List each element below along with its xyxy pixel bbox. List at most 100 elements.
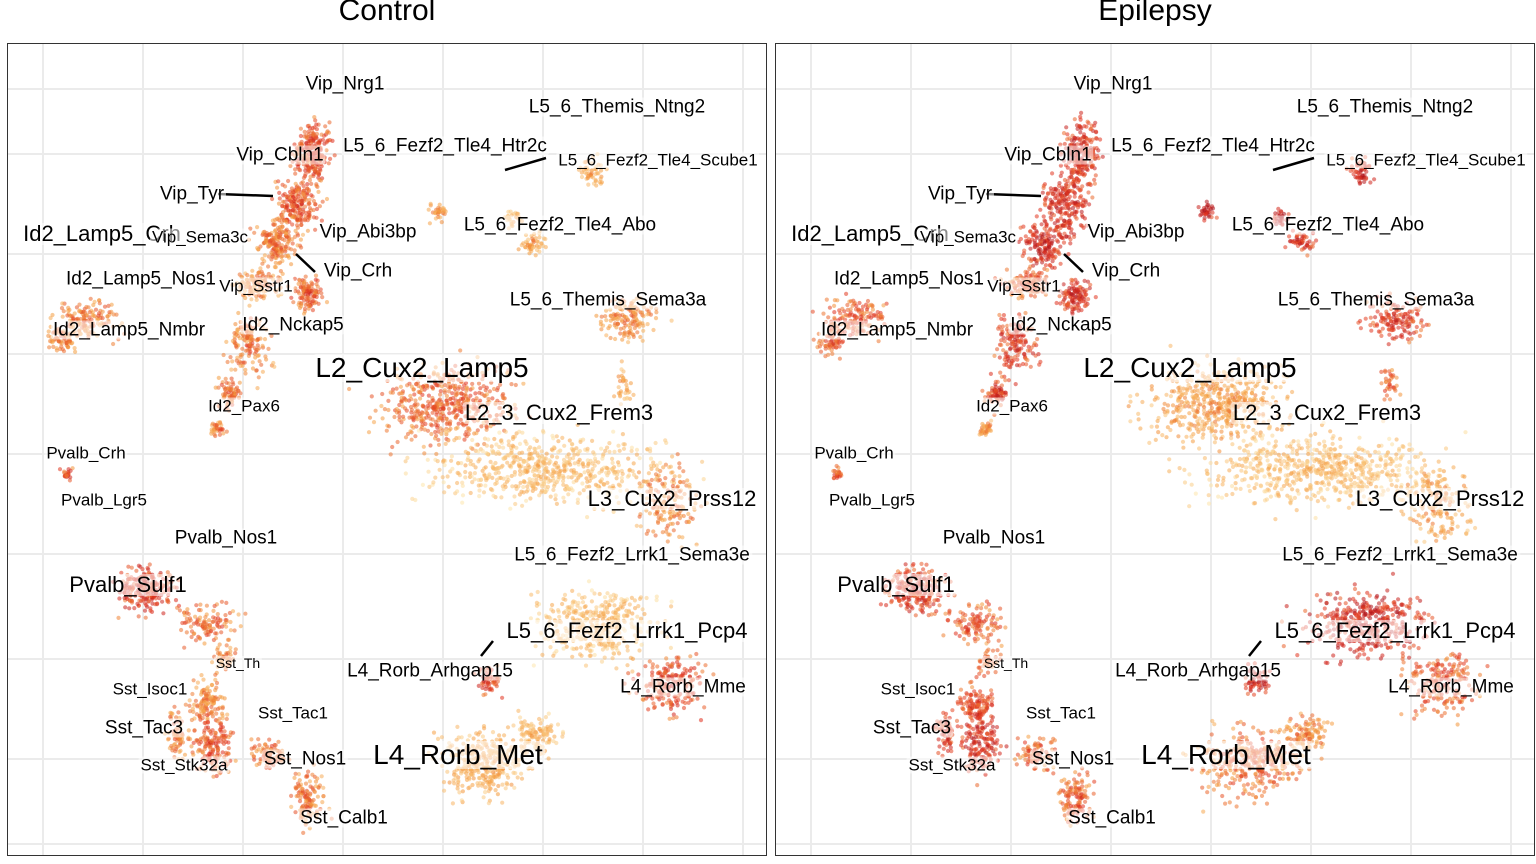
cell-point bbox=[295, 197, 300, 203]
cell-point bbox=[280, 213, 285, 218]
cell-point bbox=[456, 778, 461, 783]
cell-point bbox=[446, 389, 451, 394]
cell-point bbox=[642, 611, 647, 617]
cell-point bbox=[172, 704, 177, 709]
cell-point bbox=[247, 351, 252, 356]
cell-point bbox=[310, 785, 315, 790]
cell-point bbox=[456, 391, 461, 396]
cell-point bbox=[613, 596, 618, 601]
cell-point bbox=[490, 488, 495, 493]
cell-point bbox=[426, 399, 431, 404]
cell-point bbox=[497, 430, 502, 435]
cell-point bbox=[535, 466, 540, 471]
cell-point bbox=[515, 775, 520, 780]
cell-point bbox=[541, 479, 546, 484]
cell-point bbox=[209, 682, 214, 688]
cell-point bbox=[560, 473, 566, 478]
cell-point bbox=[566, 475, 571, 480]
cell-point bbox=[195, 680, 200, 685]
cell-point bbox=[302, 188, 307, 193]
cell-point bbox=[540, 652, 545, 658]
cell-point bbox=[446, 484, 451, 489]
cell-point bbox=[608, 594, 613, 599]
cell-point bbox=[209, 431, 214, 436]
cell-point bbox=[634, 452, 640, 457]
cell-point bbox=[276, 261, 281, 266]
cell-point bbox=[502, 733, 507, 738]
cell-point bbox=[677, 465, 682, 470]
cell-point bbox=[390, 390, 395, 395]
cell-point bbox=[311, 132, 316, 138]
cell-point bbox=[243, 348, 248, 353]
cell-point bbox=[188, 709, 193, 714]
cell-point bbox=[616, 385, 621, 390]
cell-point bbox=[643, 664, 648, 669]
cell-point bbox=[211, 774, 216, 779]
cell-point bbox=[677, 461, 682, 466]
cell-point bbox=[435, 459, 440, 464]
cell-point bbox=[310, 295, 315, 300]
cell-point bbox=[311, 797, 316, 803]
cluster-label: L5_6_Fezf2_Tle4_Abo bbox=[461, 214, 659, 236]
cell-point bbox=[290, 215, 295, 220]
label-leader-line bbox=[480, 640, 494, 657]
cell-point bbox=[500, 695, 505, 700]
cell-point bbox=[305, 295, 310, 300]
cell-point bbox=[229, 376, 234, 381]
cell-point bbox=[585, 446, 590, 451]
cell-point bbox=[562, 463, 567, 468]
cell-point bbox=[188, 624, 194, 629]
cell-point bbox=[201, 677, 206, 682]
cell-point bbox=[635, 330, 640, 335]
cluster-label: Sst_Nos1 bbox=[261, 748, 349, 770]
cell-point bbox=[700, 459, 705, 464]
cell-point bbox=[232, 331, 237, 336]
cell-point bbox=[537, 249, 542, 254]
cell-point bbox=[468, 471, 473, 476]
cell-point bbox=[233, 647, 238, 652]
umap-panel-epilepsy: Vip_Nrg1 Vip_Cbln1 Vip_Tyr Id2_Lamp5_Crh Vip… bbox=[775, 43, 1535, 856]
cell-point bbox=[65, 313, 70, 318]
cell-point bbox=[457, 435, 462, 440]
cell-point bbox=[272, 364, 277, 369]
cell-point bbox=[271, 239, 276, 244]
cell-point bbox=[240, 346, 245, 351]
cell-point bbox=[610, 456, 615, 461]
cell-point bbox=[603, 314, 608, 319]
cell-point bbox=[516, 463, 522, 468]
cell-point bbox=[215, 748, 220, 753]
cell-point bbox=[460, 396, 466, 401]
cell-point bbox=[548, 472, 553, 477]
cell-point bbox=[532, 436, 537, 441]
cell-point bbox=[243, 611, 248, 616]
cluster-label: Vip_Nrg1 bbox=[303, 73, 387, 95]
cell-point bbox=[446, 438, 451, 443]
cell-point bbox=[495, 772, 500, 777]
cell-point bbox=[217, 432, 222, 437]
cell-point bbox=[296, 210, 301, 216]
cell-point bbox=[460, 386, 465, 391]
cell-point bbox=[277, 251, 282, 256]
cell-point bbox=[470, 437, 475, 443]
cell-point bbox=[463, 393, 469, 399]
cell-point bbox=[303, 291, 308, 296]
cell-point bbox=[686, 519, 691, 524]
cell-point bbox=[675, 452, 680, 457]
cluster-label: L5_6_Fezf2_Tle4_Htr2c bbox=[341, 135, 549, 157]
cell-point bbox=[478, 386, 483, 391]
cell-point bbox=[599, 168, 604, 173]
cell-point bbox=[296, 167, 302, 172]
cell-point bbox=[283, 219, 289, 224]
cell-point bbox=[516, 457, 521, 463]
cell-point bbox=[424, 410, 429, 415]
cell-point bbox=[249, 746, 254, 751]
cell-point bbox=[688, 654, 693, 659]
cell-point bbox=[589, 469, 594, 474]
cell-point bbox=[202, 641, 207, 646]
cell-point bbox=[243, 367, 248, 372]
cell-point bbox=[305, 218, 310, 223]
cell-point bbox=[533, 644, 538, 649]
cell-point bbox=[286, 208, 291, 213]
cell-point bbox=[614, 476, 619, 481]
cluster-label: Vip_Crh bbox=[321, 260, 395, 282]
